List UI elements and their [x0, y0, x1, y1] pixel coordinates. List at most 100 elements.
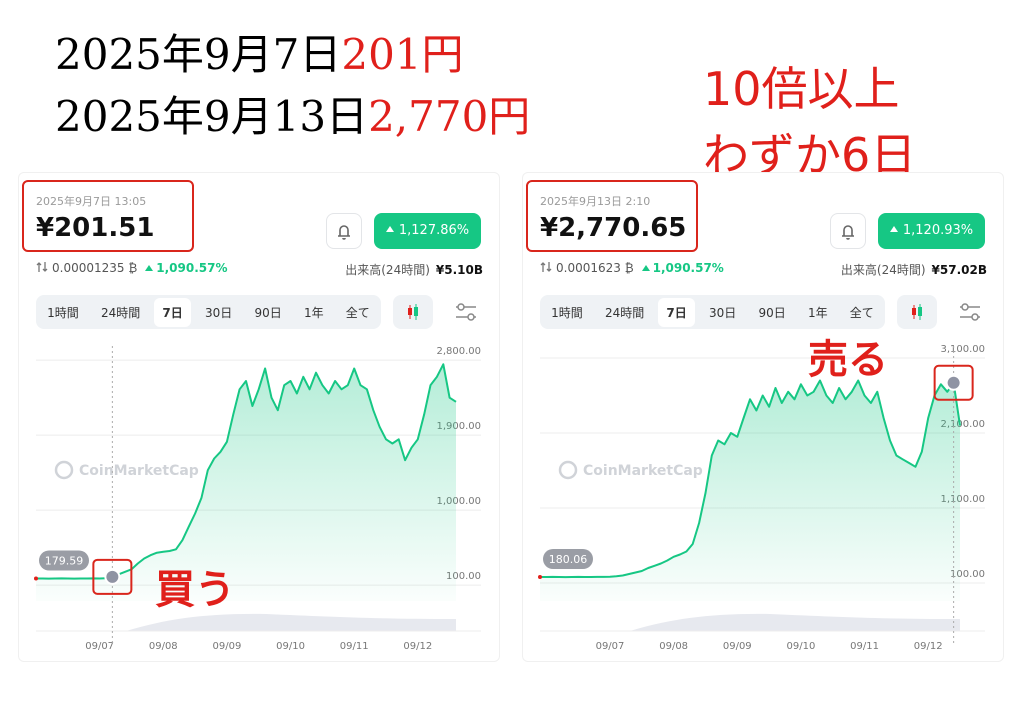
candle-icon	[912, 304, 922, 320]
headline-date: 2025年9月13日	[55, 92, 369, 141]
y-tick-label: 2,800.00	[436, 346, 481, 357]
range-tabs: 1時間 24時間 7日 30日 90日 1年 全て	[36, 295, 381, 329]
alert-button[interactable]	[830, 213, 866, 249]
price: ¥2,770.65	[540, 213, 687, 243]
start-label-bg	[39, 550, 89, 571]
x-tick-label: 09/11	[340, 641, 369, 652]
x-tick-label: 09/10	[786, 641, 815, 652]
change-badge: 1,127.86%	[374, 213, 481, 249]
y-tick-label: 2,100.00	[940, 419, 985, 430]
volume-value: ¥5.10B	[435, 263, 483, 277]
price: ¥201.51	[36, 213, 155, 243]
highlight-box	[526, 180, 698, 252]
btc-row: 0.00001235 ₿ 1,090.57%	[36, 261, 227, 275]
x-tick-label: 09/08	[149, 641, 178, 652]
watermark-logo	[54, 460, 74, 480]
x-tick-label: 09/09	[212, 641, 241, 652]
up-arrow	[889, 226, 898, 232]
change-badge: 1,120.93%	[878, 213, 985, 249]
watermark-text: CoinMarketCap	[583, 463, 703, 479]
range-tab[interactable]: 1時間	[47, 305, 79, 320]
annotation: 売る	[808, 337, 888, 383]
marker-box	[92, 558, 133, 595]
note: わずか6日	[703, 128, 917, 182]
range-tab[interactable]: 1年	[807, 305, 828, 320]
range-tab[interactable]: 全て	[345, 305, 370, 320]
settings-button[interactable]	[953, 295, 987, 329]
x-tick-label: 09/08	[659, 641, 688, 652]
watermark-logo	[558, 460, 578, 480]
btc-price: 0.00001235 ₿	[52, 261, 138, 275]
change-value: 1,120.93%	[902, 223, 974, 238]
range-tab[interactable]: 24時間	[604, 305, 645, 320]
volume-row: 出来高(24時間) ¥57.02B	[841, 261, 987, 278]
range-tab[interactable]: 30日	[204, 305, 233, 320]
chart-type-button[interactable]	[897, 295, 937, 329]
range-tab[interactable]: 7日	[154, 297, 191, 327]
chart: CoinMarketCap 100.00 1,000.00 1,900.00 2,800…	[34, 346, 481, 652]
start-dot	[34, 576, 38, 581]
range-tab[interactable]: 30日	[708, 305, 737, 320]
volume-value: ¥57.02B	[931, 263, 987, 277]
marker	[945, 374, 962, 391]
range-tab[interactable]: 24時間	[100, 305, 141, 320]
watermark-text: CoinMarketCap	[79, 463, 199, 479]
x-tick-label: 09/12	[914, 641, 943, 652]
settings-icon	[960, 303, 980, 321]
x-tick-label: 09/09	[723, 641, 752, 652]
btc-price: 0.0001623 ₿	[556, 261, 634, 275]
price-line	[540, 379, 961, 579]
y-tick-label: 1,900.00	[436, 421, 481, 432]
annotation: 買う	[155, 567, 235, 613]
timestamp: 2025年9月13日 2:10	[540, 195, 651, 208]
range-tab[interactable]: 全て	[849, 305, 874, 320]
highlight-box	[22, 180, 194, 252]
timestamp: 2025年9月7日 13:05	[36, 195, 147, 208]
range-tab[interactable]: 90日	[254, 305, 282, 320]
marker	[104, 568, 121, 585]
x-tick-label: 09/07	[596, 641, 625, 652]
volume-label: 出来高(24時間)	[840, 263, 926, 277]
headline-price: 2,770円	[368, 92, 531, 141]
headline-price: 201円	[341, 30, 464, 79]
bell-icon	[338, 225, 350, 240]
x-tick-label: 09/12	[403, 641, 432, 652]
range-tab[interactable]: 1時間	[551, 305, 583, 320]
range-tab[interactable]: 90日	[758, 305, 786, 320]
price-card: CoinMarketCap 100.00 1,000.00 1,900.00 2,800…	[18, 172, 500, 662]
x-tick-label: 09/10	[276, 641, 305, 652]
settings-icon	[456, 303, 476, 321]
y-tick-label: 100.00	[950, 569, 985, 580]
up-arrow	[385, 226, 394, 232]
bell-icon	[842, 225, 854, 240]
marker-box	[933, 364, 974, 401]
y-tick-label: 100.00	[446, 571, 481, 582]
volume-area	[36, 613, 456, 631]
up-arrow	[641, 265, 650, 271]
up-arrow	[145, 265, 154, 271]
start-label-bg	[543, 549, 593, 569]
chart-type-button[interactable]	[393, 295, 433, 329]
headline-date: 2025年9月7日	[55, 30, 342, 79]
headline-1: 2025年9月7日201円	[55, 34, 464, 76]
y-tick-label: 1,000.00	[436, 496, 481, 507]
y-tick-label: 3,100.00	[940, 344, 985, 355]
volume-label: 出来高(24時間)	[345, 263, 430, 277]
alert-button[interactable]	[326, 213, 362, 249]
watermark: CoinMarketCap	[558, 460, 703, 480]
volume-row: 出来高(24時間) ¥5.10B	[345, 261, 483, 278]
area-fill	[540, 380, 960, 601]
change-value: 1,127.86%	[398, 223, 470, 238]
btc-change: 1,090.57%	[156, 261, 228, 275]
settings-button[interactable]	[449, 295, 483, 329]
range-tab[interactable]: 1年	[303, 305, 324, 320]
start-dot	[538, 575, 542, 579]
y-tick-label: 1,100.00	[940, 494, 985, 505]
swap-icon	[540, 262, 552, 272]
candle-icon	[408, 304, 418, 320]
watermark: CoinMarketCap	[54, 460, 199, 480]
start-label: 180.06	[549, 553, 588, 566]
headline-2: 2025年9月13日2,770円	[55, 96, 530, 138]
range-tab[interactable]: 7日	[658, 297, 695, 327]
